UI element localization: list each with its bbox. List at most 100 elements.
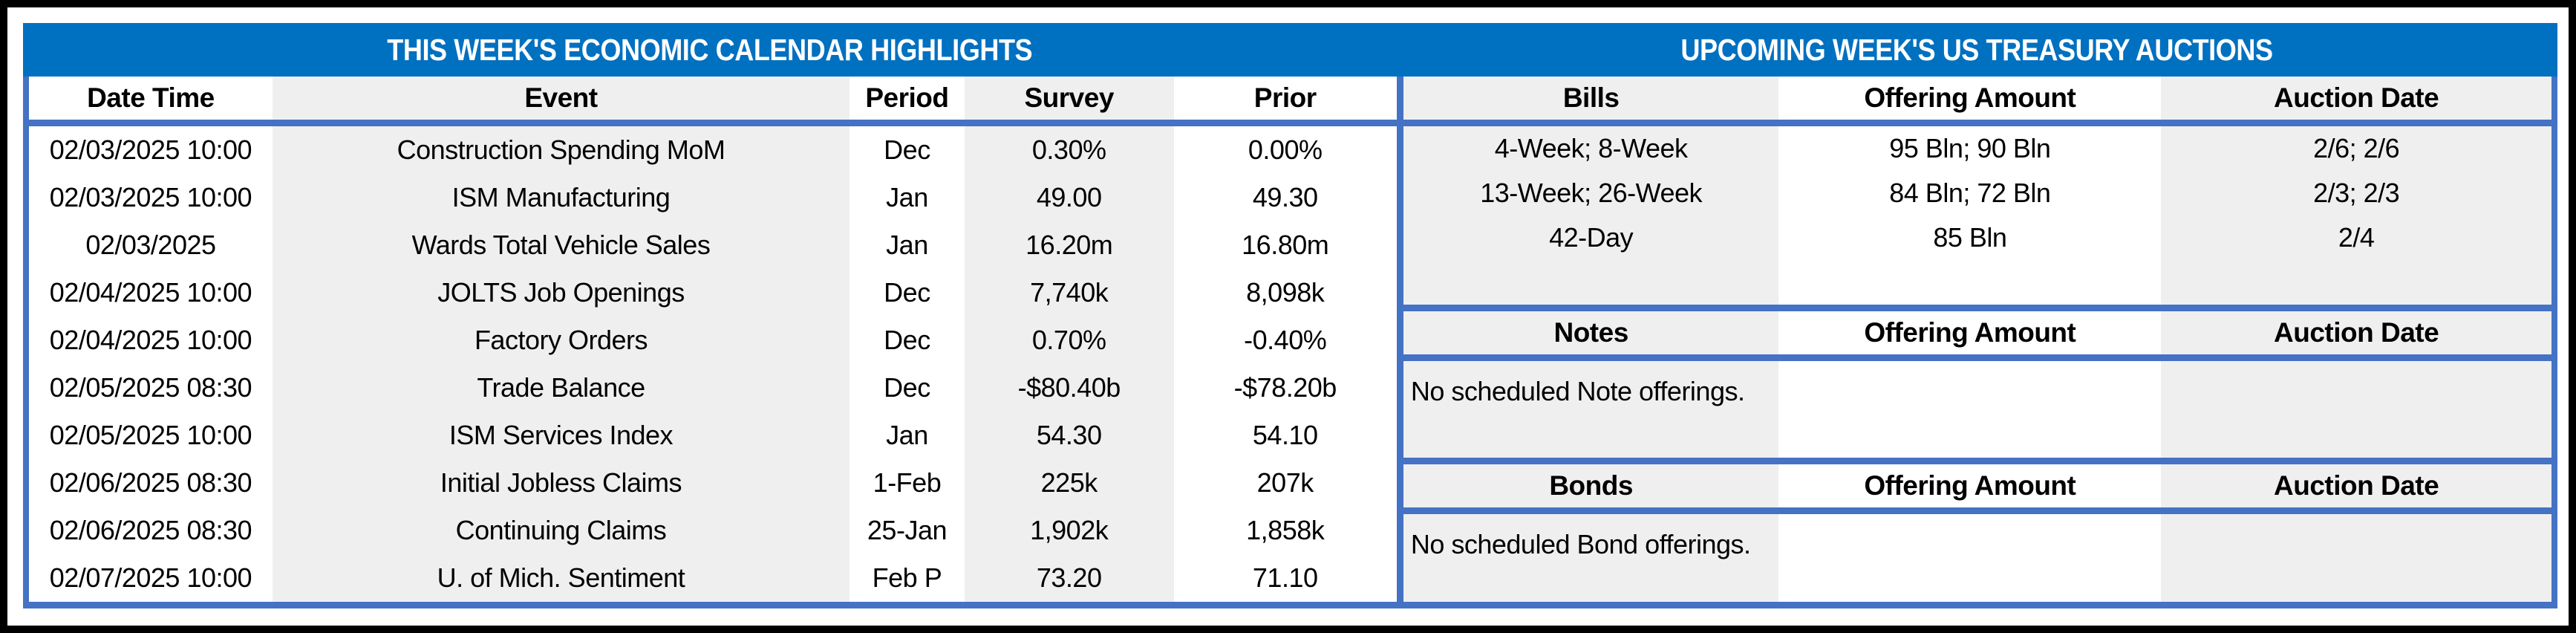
column-header-bills: Bills — [1403, 77, 1779, 120]
title-band: THIS WEEK'S ECONOMIC CALENDAR HIGHLIGHTS… — [23, 23, 2557, 77]
date-time-cell: 02/05/2025 10:00 — [29, 412, 273, 459]
offering-amount-cell: 95 Bln; 90 Bln — [1778, 126, 2162, 171]
bills-header-row: Bills Offering Amount Auction Date — [1403, 77, 2551, 126]
column-header-notes: Notes — [1403, 311, 1779, 354]
period-cell: Jan — [850, 412, 965, 459]
notes-header-row: Notes Offering Amount Auction Date — [1403, 305, 2551, 361]
auction-date-cell — [2161, 361, 2551, 458]
survey-cell: 225k — [964, 459, 1174, 507]
bills-row: 4-Week; 8-Week 95 Bln; 90 Bln 2/6; 2/6 — [1403, 126, 2551, 171]
column-header-date-time: Date Time — [29, 77, 273, 120]
event-cell: ISM Manufacturing — [272, 174, 850, 221]
treasury-auctions-table: Bills Offering Amount Auction Date 4-Wee… — [1396, 77, 2557, 608]
prior-cell: 49.30 — [1173, 174, 1397, 221]
offering-amount-cell — [1778, 361, 2162, 458]
column-header-bonds: Bonds — [1403, 464, 1779, 507]
calendar-rows: 02/03/2025 10:00 Construction Spending M… — [29, 126, 1397, 602]
prior-cell: -$78.20b — [1173, 364, 1397, 412]
event-cell: Construction Spending MoM — [272, 126, 850, 174]
event-cell: U. of Mich. Sentiment — [272, 554, 850, 602]
calendar-row: 02/04/2025 10:00 Factory Orders Dec 0.70… — [29, 316, 1397, 364]
event-cell: Initial Jobless Claims — [272, 459, 850, 507]
bonds-row: No scheduled Bond offerings. — [1403, 514, 2551, 602]
auction-date-cell: 2/4 — [2161, 215, 2551, 260]
column-header-period: Period — [850, 77, 965, 120]
calendar-row: 02/06/2025 08:30 Continuing Claims 25-Ja… — [29, 507, 1397, 554]
calendar-row: 02/03/2025 Wards Total Vehicle Sales Jan… — [29, 221, 1397, 269]
calendar-header-row: Date Time Event Period Survey Prior — [29, 77, 1397, 126]
survey-cell: -$80.40b — [964, 364, 1174, 412]
prior-cell: -0.40% — [1173, 316, 1397, 364]
survey-cell: 7,740k — [964, 269, 1174, 316]
calendar-row: 02/04/2025 10:00 JOLTS Job Openings Dec … — [29, 269, 1397, 316]
offering-amount-cell — [1778, 260, 2162, 305]
bonds-header-row: Bonds Offering Amount Auction Date — [1403, 458, 2551, 514]
event-cell: Continuing Claims — [272, 507, 850, 554]
event-cell: ISM Services Index — [272, 412, 850, 459]
calendar-row: 02/05/2025 10:00 ISM Services Index Jan … — [29, 412, 1397, 459]
period-cell: Dec — [850, 269, 965, 316]
notes-message: No scheduled Note offerings. — [1403, 361, 1779, 458]
date-time-cell: 02/03/2025 10:00 — [29, 174, 273, 221]
survey-cell: 49.00 — [964, 174, 1174, 221]
prior-cell: 1,858k — [1173, 507, 1397, 554]
survey-cell: 1,902k — [964, 507, 1174, 554]
tables-region: Date Time Event Period Survey Prior 02/0… — [23, 77, 2557, 608]
column-header-offering-amount: Offering Amount — [1778, 77, 2162, 120]
date-time-cell: 02/07/2025 10:00 — [29, 554, 273, 602]
treasury-auctions-title-text: UPCOMING WEEK'S US TREASURY AUCTIONS — [1680, 32, 2274, 67]
auction-date-cell: 2/6; 2/6 — [2161, 126, 2551, 171]
event-cell: JOLTS Job Openings — [272, 269, 850, 316]
period-cell: Dec — [850, 316, 965, 364]
offering-amount-cell: 84 Bln; 72 Bln — [1778, 171, 2162, 215]
bills-row-empty — [1403, 260, 2551, 305]
treasury-auctions-title: UPCOMING WEEK'S US TREASURY AUCTIONS — [1397, 23, 2557, 77]
auction-date-cell — [2161, 514, 2551, 602]
date-time-cell: 02/04/2025 10:00 — [29, 316, 273, 364]
economic-calendar-title: THIS WEEK'S ECONOMIC CALENDAR HIGHLIGHTS — [23, 23, 1397, 77]
bills-security-cell: 13-Week; 26-Week — [1403, 171, 1779, 215]
report-layout: THIS WEEK'S ECONOMIC CALENDAR HIGHLIGHTS… — [23, 23, 2557, 608]
date-time-cell: 02/05/2025 08:30 — [29, 364, 273, 412]
survey-cell: 0.70% — [964, 316, 1174, 364]
period-cell: 1-Feb — [850, 459, 965, 507]
offering-amount-cell: 85 Bln — [1778, 215, 2162, 260]
date-time-cell: 02/06/2025 08:30 — [29, 507, 273, 554]
economic-calendar-table: Date Time Event Period Survey Prior 02/0… — [23, 77, 1397, 608]
calendar-row: 02/06/2025 08:30 Initial Jobless Claims … — [29, 459, 1397, 507]
column-header-auction-date: Auction Date — [2161, 77, 2551, 120]
date-time-cell: 02/06/2025 08:30 — [29, 459, 273, 507]
column-header-survey: Survey — [964, 77, 1174, 120]
bills-rows: 4-Week; 8-Week 95 Bln; 90 Bln 2/6; 2/6 1… — [1403, 126, 2551, 305]
prior-cell: 8,098k — [1173, 269, 1397, 316]
column-header-auction-date: Auction Date — [2161, 311, 2551, 354]
column-header-offering-amount: Offering Amount — [1778, 464, 2162, 507]
period-cell: Jan — [850, 221, 965, 269]
survey-cell: 0.30% — [964, 126, 1174, 174]
bills-row: 42-Day 85 Bln 2/4 — [1403, 215, 2551, 260]
survey-cell: 73.20 — [964, 554, 1174, 602]
prior-cell: 16.80m — [1173, 221, 1397, 269]
bonds-message: No scheduled Bond offerings. — [1403, 514, 1779, 602]
offering-amount-cell — [1778, 514, 2162, 602]
prior-cell: 54.10 — [1173, 412, 1397, 459]
event-cell: Trade Balance — [272, 364, 850, 412]
notes-row: No scheduled Note offerings. — [1403, 361, 2551, 458]
prior-cell: 71.10 — [1173, 554, 1397, 602]
calendar-row: 02/05/2025 08:30 Trade Balance Dec -$80.… — [29, 364, 1397, 412]
bills-security-cell — [1403, 260, 1779, 305]
event-cell: Factory Orders — [272, 316, 850, 364]
period-cell: Dec — [850, 364, 965, 412]
auction-date-cell — [2161, 260, 2551, 305]
period-cell: Dec — [850, 126, 965, 174]
column-header-auction-date: Auction Date — [2161, 464, 2551, 507]
economic-calendar-title-text: THIS WEEK'S ECONOMIC CALENDAR HIGHLIGHTS — [387, 32, 1033, 67]
calendar-row: 02/07/2025 10:00 U. of Mich. Sentiment F… — [29, 554, 1397, 602]
calendar-row: 02/03/2025 10:00 Construction Spending M… — [29, 126, 1397, 174]
column-header-prior: Prior — [1173, 77, 1397, 120]
bills-security-cell: 4-Week; 8-Week — [1403, 126, 1779, 171]
bills-security-cell: 42-Day — [1403, 215, 1779, 260]
column-header-event: Event — [272, 77, 850, 120]
calendar-row: 02/03/2025 10:00 ISM Manufacturing Jan 4… — [29, 174, 1397, 221]
